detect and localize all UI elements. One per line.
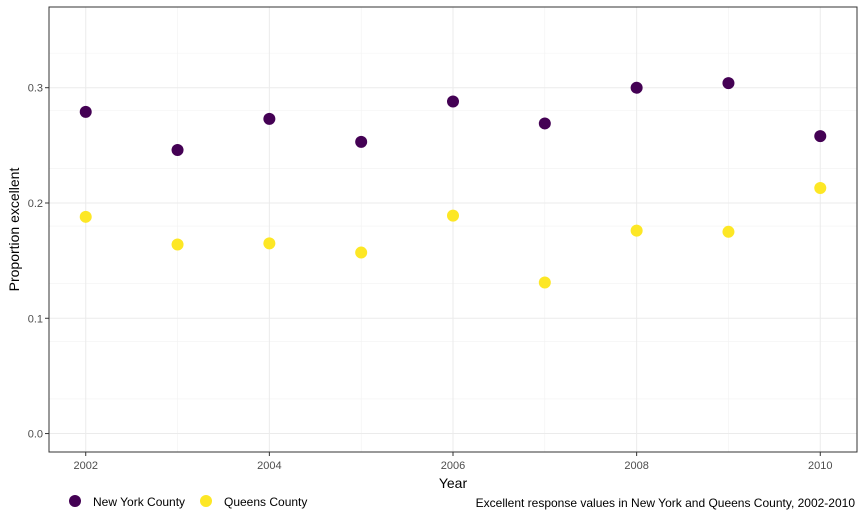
legend-key <box>200 495 212 507</box>
data-point-new-york-county <box>171 143 184 156</box>
data-point-new-york-county <box>447 95 459 108</box>
data-point-queens-county <box>79 210 92 223</box>
data-point-queens-county <box>538 276 551 289</box>
legend-key <box>69 495 81 507</box>
legend-label: Queens County <box>224 495 307 509</box>
grid-major <box>49 7 857 452</box>
x-tick-label: 2006 <box>441 460 465 472</box>
data-point-new-york-county <box>630 81 643 94</box>
data-point-queens-county <box>722 225 735 238</box>
y-tick-label: 0.1 <box>28 313 43 325</box>
data-point-queens-county <box>263 237 276 250</box>
data-point-new-york-county <box>538 117 551 130</box>
data-points <box>79 77 827 289</box>
x-tick-label: 2010 <box>808 460 832 472</box>
data-point-queens-county <box>355 246 368 259</box>
data-point-new-york-county <box>79 105 92 118</box>
data-point-new-york-county <box>722 77 735 90</box>
data-point-queens-county <box>630 224 643 237</box>
data-point-new-york-county <box>814 130 827 143</box>
x-tick-label: 2008 <box>624 460 648 472</box>
legend: New York County Queens County <box>69 495 307 509</box>
y-tick-label: 0.0 <box>28 429 43 441</box>
data-point-queens-county <box>447 209 459 222</box>
y-tick-label: 0.2 <box>28 198 43 210</box>
data-point-new-york-county <box>263 112 276 125</box>
x-tick-label: 2002 <box>73 460 97 472</box>
data-point-queens-county <box>171 238 184 251</box>
chart-caption: Excellent response values in New York an… <box>476 496 856 510</box>
x-axis-title: Year <box>439 475 468 491</box>
legend-label: New York County <box>93 495 185 509</box>
data-point-new-york-county <box>355 135 368 148</box>
y-axis-title: Proportion excellent <box>6 168 22 292</box>
y-axis-ticks: 0.0 0.1 0.2 0.3 <box>28 83 49 441</box>
x-axis-ticks: 2002 2004 2006 2008 2010 <box>73 452 833 472</box>
data-point-queens-county <box>814 181 827 194</box>
x-tick-label: 2004 <box>257 460 281 472</box>
y-tick-label: 0.3 <box>28 83 43 95</box>
